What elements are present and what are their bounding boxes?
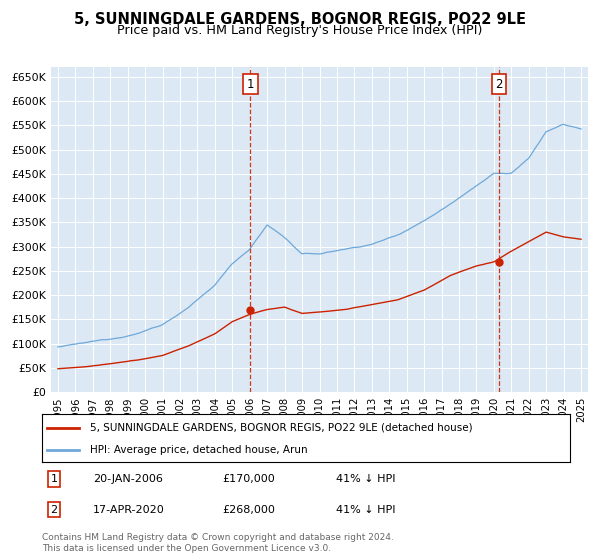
Text: 1: 1	[50, 474, 58, 484]
Text: 5, SUNNINGDALE GARDENS, BOGNOR REGIS, PO22 9LE (detached house): 5, SUNNINGDALE GARDENS, BOGNOR REGIS, PO…	[89, 423, 472, 433]
Text: Contains HM Land Registry data © Crown copyright and database right 2024.
This d: Contains HM Land Registry data © Crown c…	[42, 533, 394, 553]
Text: 41% ↓ HPI: 41% ↓ HPI	[336, 505, 395, 515]
Text: 17-APR-2020: 17-APR-2020	[93, 505, 165, 515]
Text: £170,000: £170,000	[222, 474, 275, 484]
Text: 2: 2	[495, 78, 503, 91]
Text: 20-JAN-2006: 20-JAN-2006	[93, 474, 163, 484]
Text: 41% ↓ HPI: 41% ↓ HPI	[336, 474, 395, 484]
Text: Price paid vs. HM Land Registry's House Price Index (HPI): Price paid vs. HM Land Registry's House …	[118, 24, 482, 37]
Text: 2: 2	[50, 505, 58, 515]
Text: £268,000: £268,000	[222, 505, 275, 515]
Text: 1: 1	[247, 78, 254, 91]
Text: 5, SUNNINGDALE GARDENS, BOGNOR REGIS, PO22 9LE: 5, SUNNINGDALE GARDENS, BOGNOR REGIS, PO…	[74, 12, 526, 27]
Text: HPI: Average price, detached house, Arun: HPI: Average price, detached house, Arun	[89, 445, 307, 455]
